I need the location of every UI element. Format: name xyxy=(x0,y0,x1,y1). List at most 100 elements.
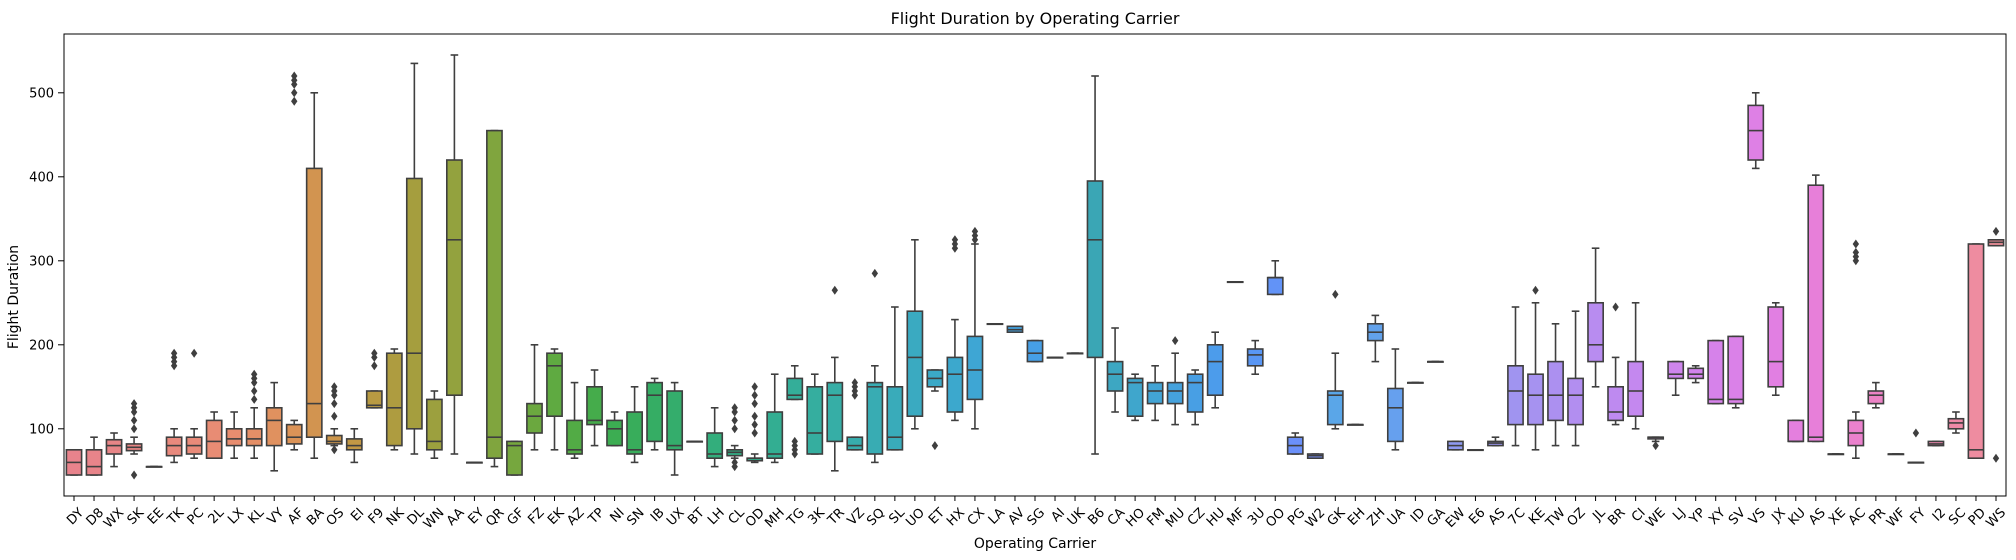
box-xy xyxy=(1707,339,1725,405)
box-ho xyxy=(1126,373,1144,422)
box-outlier xyxy=(250,386,258,396)
box-iqr xyxy=(1667,360,1685,380)
box-id xyxy=(1406,381,1424,384)
box-outlier xyxy=(951,235,959,245)
box-iqr xyxy=(445,159,463,396)
x-tick-label: ET xyxy=(926,505,948,527)
box-ac xyxy=(1847,239,1865,460)
box-cx xyxy=(966,226,984,430)
x-tick-label: PC xyxy=(185,505,208,528)
box-gk xyxy=(1326,289,1344,430)
box-outlier xyxy=(1652,441,1659,451)
box-ib xyxy=(646,377,664,451)
x-tick-label: AA xyxy=(444,505,468,529)
box-gf xyxy=(506,440,523,476)
box-mu xyxy=(1166,336,1184,426)
box-iqr xyxy=(1206,343,1224,396)
box-iqr xyxy=(626,411,643,455)
x-tick-label: AS xyxy=(1486,505,1509,528)
box-outlier xyxy=(130,470,138,480)
x-tick-label: SL xyxy=(886,505,908,527)
x-tick-label: E6 xyxy=(1466,505,1488,527)
box-xe xyxy=(1827,453,1845,456)
box-iqr xyxy=(1026,339,1044,363)
x-tick-label: ID xyxy=(1408,505,1428,525)
box-sq xyxy=(866,268,884,464)
x-tick-label: 7C xyxy=(1506,505,1529,528)
box-fz xyxy=(526,343,543,451)
y-tick-label: 400 xyxy=(29,170,54,185)
box-tk xyxy=(165,348,183,464)
box-iqr xyxy=(1146,381,1164,405)
box-outlier xyxy=(130,415,138,425)
x-tick-label: WX xyxy=(101,505,127,531)
box-qr xyxy=(486,129,503,468)
box-lj xyxy=(1667,360,1685,397)
box-os xyxy=(325,382,343,455)
box-iqr xyxy=(1707,339,1725,405)
box-br xyxy=(1607,302,1625,426)
x-tick-label: PR xyxy=(1866,505,1889,528)
box-iqr xyxy=(906,310,924,418)
x-tick-label: JL xyxy=(1589,505,1609,525)
box-outlier xyxy=(971,226,979,236)
box-outlier xyxy=(291,96,298,106)
box-pd xyxy=(1967,243,1985,460)
box-w2 xyxy=(1306,453,1324,460)
x-tick-label: SC xyxy=(1946,505,1969,528)
box-outlier xyxy=(291,71,298,81)
x-tick-label: EK xyxy=(545,505,568,528)
box-ee xyxy=(145,465,163,468)
box-ek xyxy=(546,348,563,451)
chart-title: Flight Duration by Operating Carrier xyxy=(891,9,1180,28)
x-tick-label: DY xyxy=(64,505,87,528)
box-iqr xyxy=(1867,390,1885,405)
box-outlier xyxy=(1332,289,1339,299)
x-tick-label: SN xyxy=(624,505,647,528)
x-tick-label: B6 xyxy=(1085,505,1108,528)
box-iqr xyxy=(1967,243,1985,459)
x-tick-label: EI xyxy=(348,505,367,524)
box-outlier xyxy=(1852,247,1860,257)
box-iqr xyxy=(966,335,984,401)
box-we xyxy=(1647,436,1665,451)
box-outlier xyxy=(731,424,738,434)
box-uk xyxy=(1066,352,1084,355)
box-sl xyxy=(886,306,904,451)
box-2l xyxy=(205,411,223,460)
box-iqr xyxy=(1186,373,1204,413)
box-iqr xyxy=(285,423,303,445)
x-tick-label: LA xyxy=(986,505,1008,527)
box-az xyxy=(566,381,583,460)
box-outlier xyxy=(731,403,738,413)
box-iqr xyxy=(1266,276,1284,296)
box-iqr xyxy=(806,385,824,455)
box-iqr xyxy=(1527,373,1544,426)
x-tick-label: SG xyxy=(1024,505,1048,529)
box-pr xyxy=(1867,381,1885,409)
x-tick-label: SK xyxy=(125,505,148,528)
box-iqr xyxy=(105,438,123,455)
box-3u xyxy=(1246,339,1264,376)
box-iqr xyxy=(606,419,623,447)
box-iqr xyxy=(1166,381,1184,405)
box-vy xyxy=(265,381,283,472)
box-nk xyxy=(385,348,403,451)
box-eh xyxy=(1346,423,1364,426)
box-iqr xyxy=(405,177,423,430)
box-f9 xyxy=(365,348,383,409)
box-iqr xyxy=(586,385,603,426)
box-mf xyxy=(1226,280,1244,284)
box-iqr xyxy=(245,427,263,447)
box-ni xyxy=(606,411,623,447)
x-tick-label: SV xyxy=(1726,505,1749,528)
box-jl xyxy=(1587,247,1604,388)
box-outlier xyxy=(291,88,298,98)
box-iqr xyxy=(786,377,804,401)
box-et xyxy=(926,369,944,451)
plot-frame xyxy=(63,33,2007,497)
x-tick-label: AF xyxy=(285,505,307,527)
box-yp xyxy=(1687,364,1705,384)
box-7c xyxy=(1507,306,1524,447)
x-tick-label: AV xyxy=(1005,505,1028,528)
